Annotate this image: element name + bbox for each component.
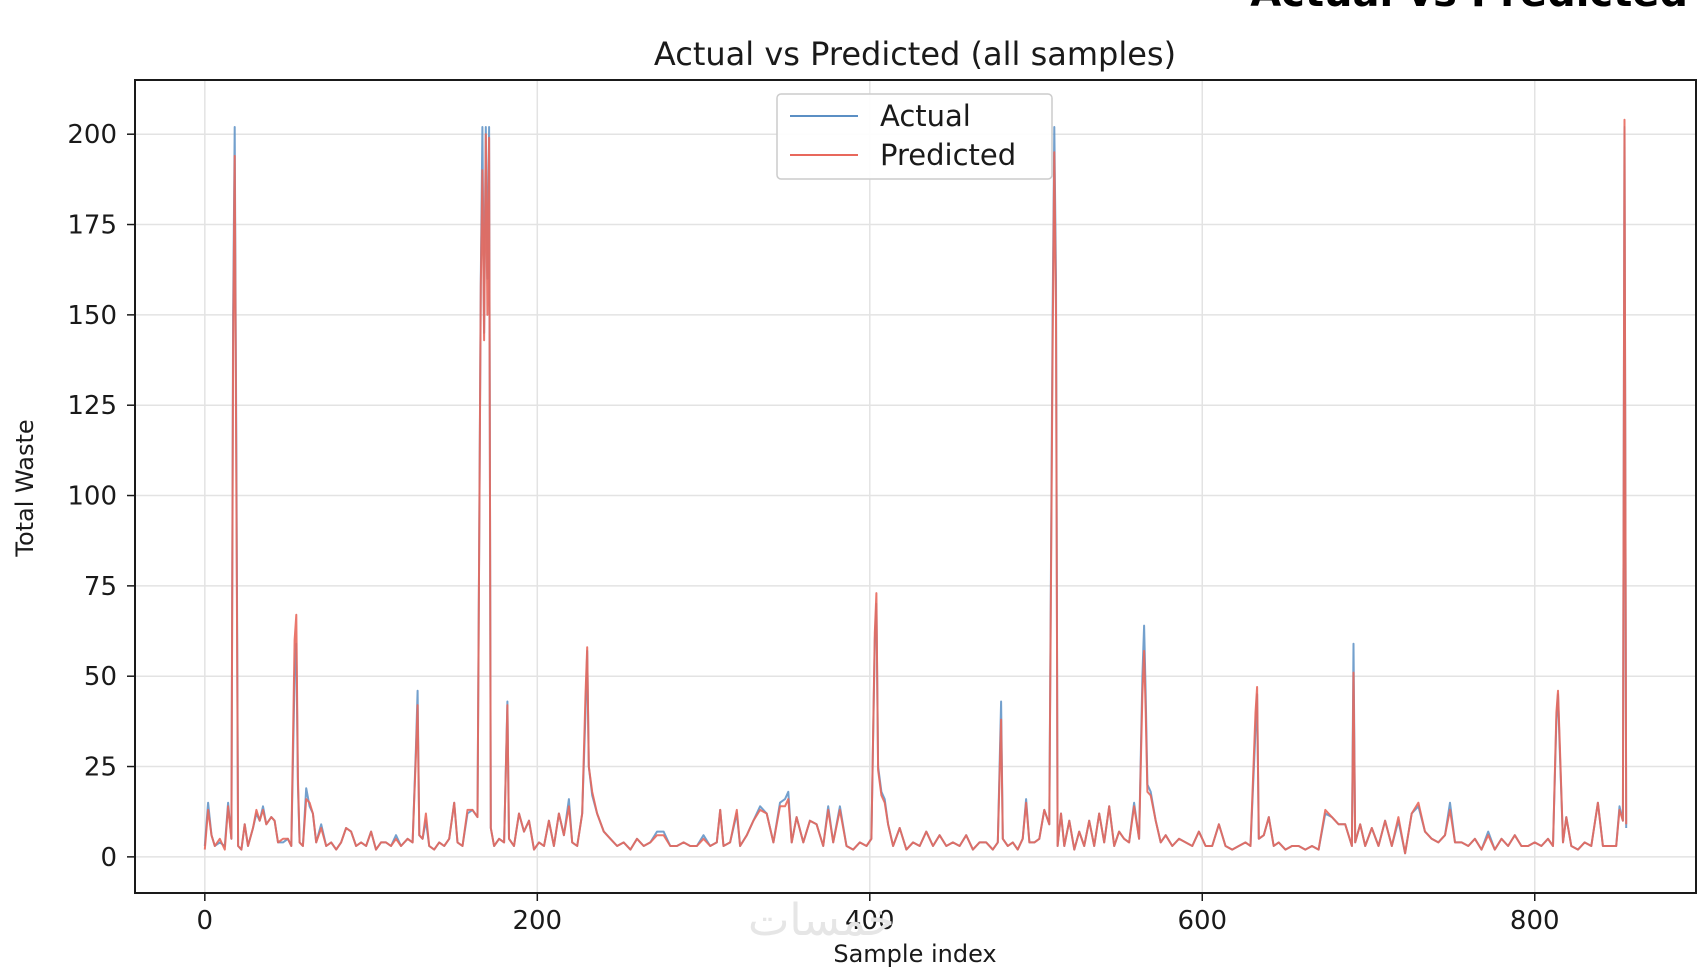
x-tick-label: 200 xyxy=(512,906,562,936)
y-tick-label: 100 xyxy=(67,482,117,512)
x-axis-label: Sample index xyxy=(833,940,996,968)
x-tick-label: 400 xyxy=(845,906,895,936)
plot-frame xyxy=(134,79,1697,894)
y-tick-label: 50 xyxy=(84,662,117,692)
x-tick-label: 800 xyxy=(1510,906,1560,936)
y-tick-label: 0 xyxy=(100,843,117,873)
series-line-predicted xyxy=(203,118,1628,855)
chart-title: Actual vs Predicted (all samples) xyxy=(654,35,1176,73)
grid-lines xyxy=(135,80,1696,893)
series-lines xyxy=(203,118,1628,855)
legend: Actual Predicted xyxy=(776,93,1053,180)
y-axis-label: Total Waste xyxy=(11,419,39,557)
y-tick-label: 175 xyxy=(67,211,117,241)
y-tick-label: 200 xyxy=(67,120,117,150)
figure-suptitle: Actual vs Predicted xyxy=(1250,0,1688,16)
y-tick-label: 125 xyxy=(67,391,117,421)
legend-label-predicted: Predicted xyxy=(880,138,1016,172)
legend-label-actual: Actual xyxy=(880,99,971,133)
y-tick-label: 150 xyxy=(67,301,117,331)
axis-ticks: 0 200 400 600 800 0 25 50 75 100 125 150 175 200 xyxy=(67,120,1559,936)
x-tick-label: 0 xyxy=(197,906,214,936)
y-tick-label: 75 xyxy=(84,572,117,602)
y-tick-label: 25 xyxy=(84,753,117,783)
x-tick-label: 600 xyxy=(1177,906,1227,936)
